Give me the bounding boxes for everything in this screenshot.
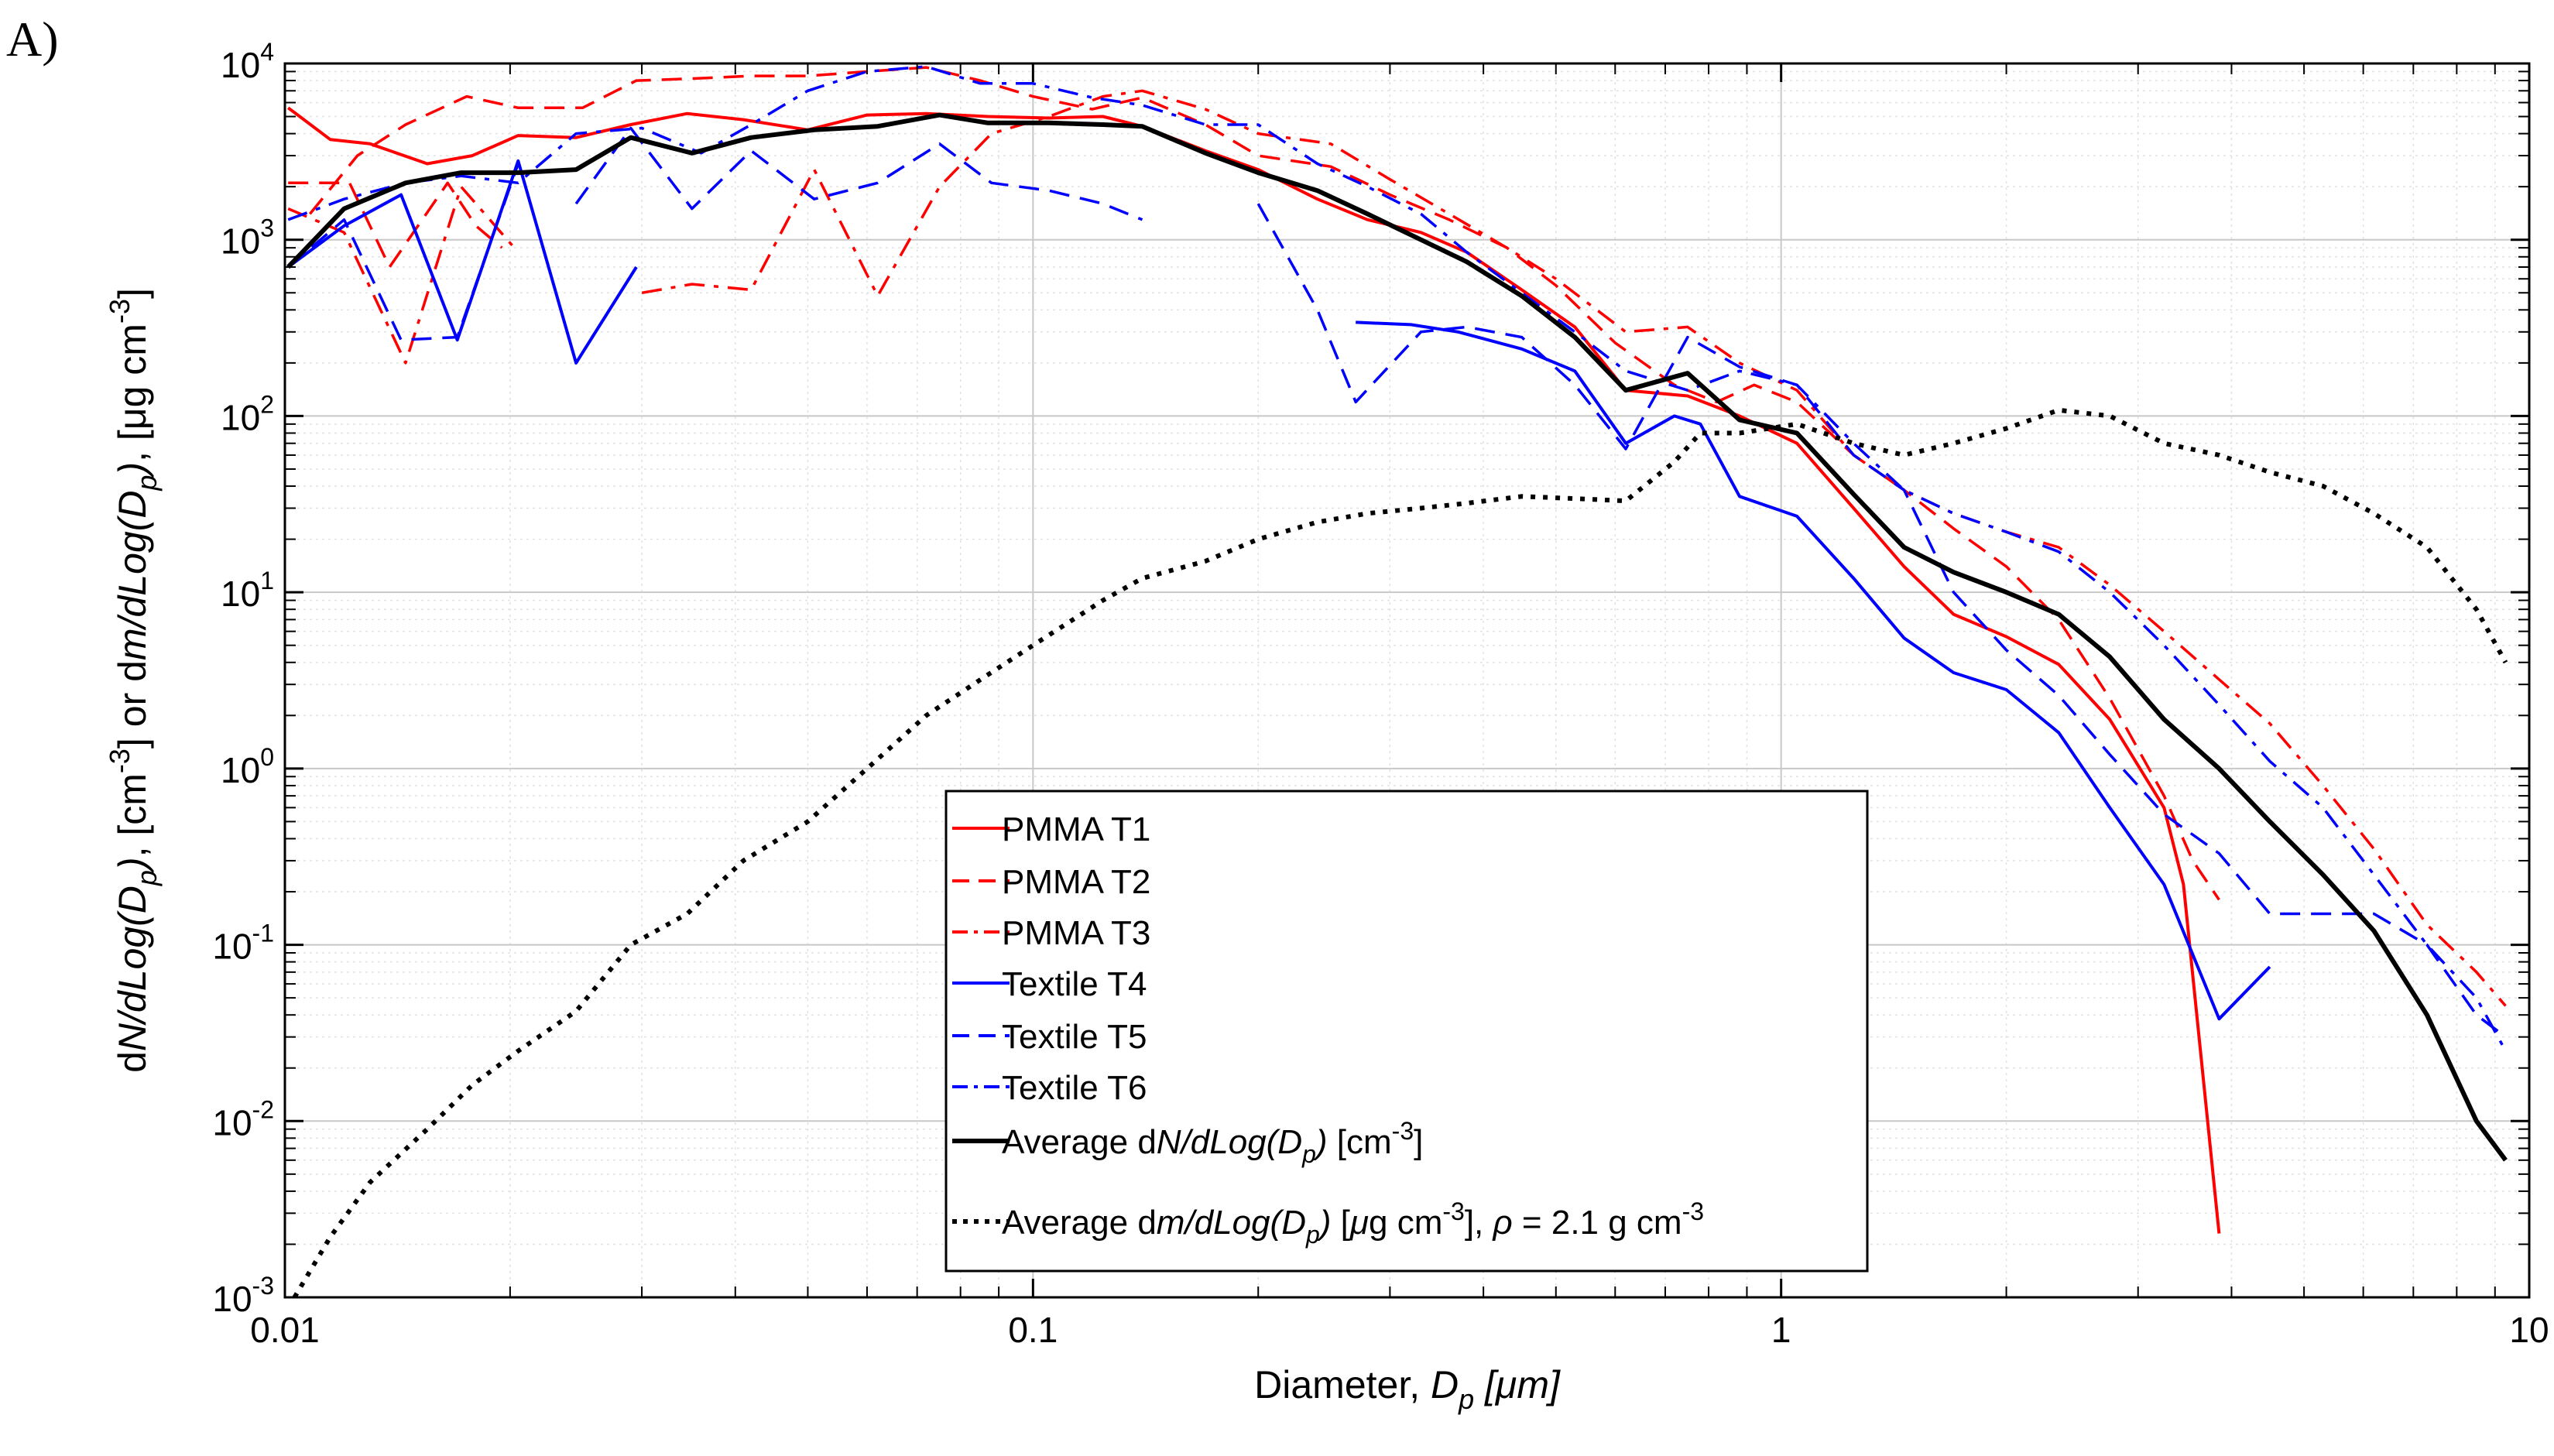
y-tick-label: 104	[221, 38, 274, 85]
y-tick-label: 101	[221, 567, 274, 614]
legend: PMMA T1 PMMA T2 PMMA T3 Textile T4 Textile T…	[944, 790, 1869, 1273]
legend-label: PMMA T2	[1002, 863, 1150, 901]
legend-label: Average dm/dLog(Dp) [μg cm-3], ρ = 2.1 g…	[1002, 1197, 1704, 1249]
x-tick-label: 0.01	[250, 1310, 320, 1350]
axis-ticks: 0.01 0.1 1 10 10-3 10-2 10-1 100 101 102 103 104	[212, 38, 2549, 1350]
series-line	[1356, 320, 2271, 1021]
series-line	[286, 106, 2221, 1234]
series-pmma-t1	[286, 106, 2221, 1234]
series-layer	[286, 65, 2508, 1299]
y-tick-label: 10-1	[212, 920, 274, 967]
x-tick-label: 0.1	[1008, 1310, 1058, 1350]
series-average-dn-dlog-d-p-cm-3	[286, 112, 2508, 1162]
y-axis-label: dN/dLog(Dp), [cm-3] or dm/dLog(Dp), [μg …	[104, 288, 163, 1073]
series-pmma-t3	[287, 89, 2507, 1007]
y-tick-label: 100	[221, 743, 274, 790]
panel-label: A)	[6, 12, 59, 67]
series-pmma-t2	[288, 66, 2220, 901]
series-textile-t5	[287, 126, 2507, 1038]
series-line	[574, 126, 1143, 221]
y-tick-label: 10-3	[212, 1272, 274, 1319]
series-textile-t6	[287, 65, 2508, 1052]
y-axis-title: dN/dLog(Dp), [cm-3] or dm/dLog(Dp), [μg …	[104, 288, 163, 1073]
legend-label: Textile T5	[1002, 1018, 1147, 1056]
plot-frame	[283, 62, 2531, 1299]
x-tick-label: 10	[2509, 1310, 2549, 1350]
legend-label: Textile T4	[1002, 965, 1147, 1003]
legend-box	[944, 790, 1869, 1273]
legend-label: PMMA T1	[1002, 810, 1150, 848]
series-line	[287, 185, 519, 365]
legend-label: Textile T6	[1002, 1069, 1147, 1107]
series-line	[1256, 203, 2507, 1038]
series-line	[641, 89, 2507, 1007]
x-axis-label: Diameter, Dp [μm]	[1254, 1363, 1561, 1415]
series-line	[286, 112, 2508, 1162]
series-line	[287, 163, 519, 341]
series-line	[288, 181, 503, 269]
series-line	[287, 159, 638, 365]
y-tick-label: 10-2	[212, 1095, 274, 1143]
legend-label: PMMA T3	[1002, 914, 1150, 952]
series-textile-t4	[287, 159, 2271, 1021]
y-tick-label: 103	[221, 214, 274, 262]
series-line	[308, 66, 2220, 901]
x-axis-title: Diameter, Dp [μm]	[1254, 1363, 1561, 1415]
legend-label: Average dN/dLog(Dp) [cm-3]	[1002, 1117, 1423, 1168]
y-tick-label: 102	[221, 390, 274, 437]
series-line	[287, 65, 2508, 1052]
x-tick-label: 1	[1771, 1310, 1791, 1350]
